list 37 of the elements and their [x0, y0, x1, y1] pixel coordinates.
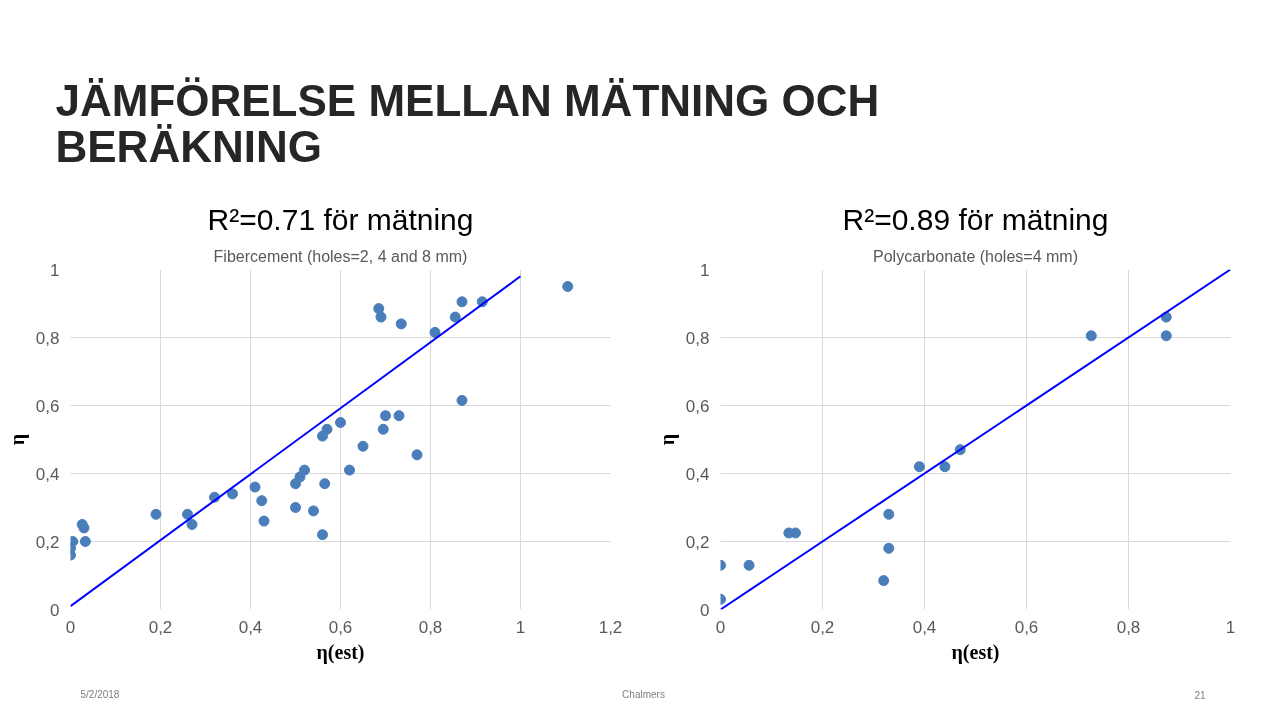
y-tick-label: 0,6 — [35, 396, 60, 416]
text: 21 — [1194, 689, 1206, 701]
text: Chalmers — [622, 689, 665, 700]
y-tick-label: 0,2 — [685, 532, 710, 552]
y-tick-label: 0,2 — [35, 532, 60, 552]
y-axis-title: η — [5, 433, 29, 446]
x-tick-label: 1 — [1225, 617, 1236, 637]
x-tick-label: 0,2 — [148, 617, 173, 637]
y-axis-title: η — [655, 433, 679, 446]
chart-title: Fibercement (holes=2, 4 and 8 mm) — [213, 247, 468, 265]
x-tick-label: 0,6 — [1014, 617, 1039, 637]
x-axis-title: η(est) — [951, 640, 1000, 664]
x-tick-label: 1,2 — [598, 617, 623, 637]
y-tick-label: 0 — [50, 600, 60, 620]
y-tick-label: 1 — [50, 260, 60, 280]
y-tick-label: 1 — [700, 260, 710, 280]
y-tick-label: 0,8 — [35, 328, 60, 348]
x-tick-label: 0,8 — [418, 617, 443, 637]
x-tick-label: 0 — [715, 617, 726, 637]
x-tick-label: 0 — [65, 617, 76, 637]
x-tick-label: 0,2 — [810, 617, 835, 637]
y-tick-label: 0,4 — [685, 464, 710, 484]
x-tick-label: 0,6 — [328, 617, 353, 637]
y-tick-label: 0,6 — [685, 396, 710, 416]
x-tick-label: 1 — [515, 617, 526, 637]
x-tick-label: 0,8 — [1116, 617, 1141, 637]
x-tick-label: 0,4 — [238, 617, 263, 637]
text: JÄMFÖRELSE MELLAN MÄTNING OCH BERÄKNING — [55, 75, 880, 172]
x-tick-label: 0,4 — [912, 617, 937, 637]
chart-subtitle: R²=0.89 för mätning — [842, 202, 1109, 236]
y-tick-label: 0,4 — [35, 464, 60, 484]
y-tick-label: 0 — [700, 600, 710, 620]
chart-subtitle: R²=0.71 för mätning — [207, 202, 474, 236]
x-axis-title: η(est) — [316, 640, 365, 664]
y-tick-label: 0,8 — [685, 328, 710, 348]
text: 5/2/2018 — [80, 689, 120, 700]
chart-title: Polycarbonate (holes=4 mm) — [873, 247, 1078, 265]
